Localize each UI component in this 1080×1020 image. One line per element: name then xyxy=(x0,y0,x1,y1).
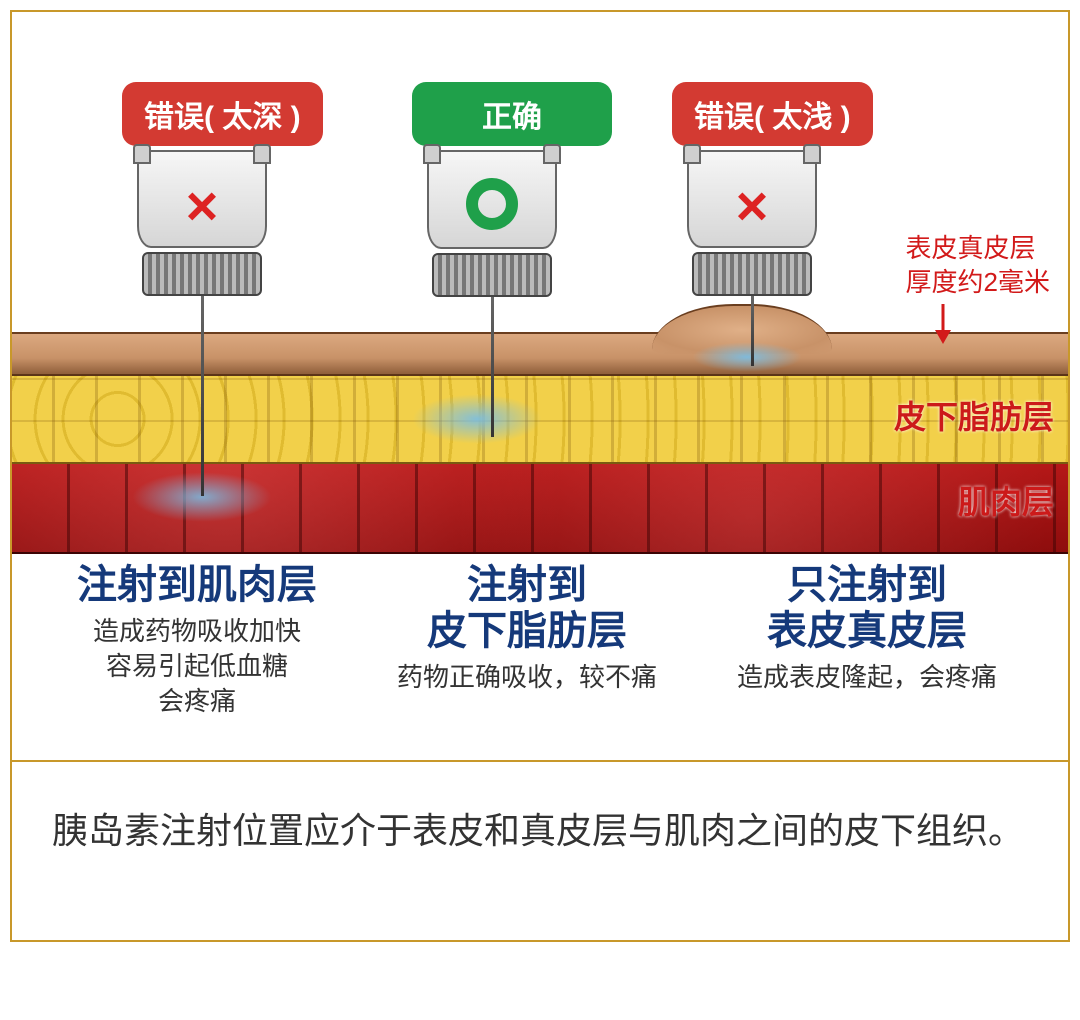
needle-correct: 正确 xyxy=(412,82,572,437)
label-muscle: 肌肉层 xyxy=(958,477,1054,523)
caption-title: 注射到皮下脂肪层 xyxy=(362,562,692,654)
needle-cap: × xyxy=(687,150,817,248)
needle-too-shallow: 错误( 太浅 ) × xyxy=(672,82,832,366)
needle-stem xyxy=(201,296,204,496)
circle-icon xyxy=(466,178,518,230)
needle-cap: × xyxy=(137,150,267,248)
caption-title: 只注射到表皮真皮层 xyxy=(702,562,1032,654)
cross-icon: × xyxy=(139,178,265,234)
dermis-thickness-note: 表皮真皮层 厚度约2毫米 xyxy=(906,232,1050,300)
caption-correct: 注射到皮下脂肪层 药物正确吸收，较不痛 xyxy=(362,562,692,695)
caption-too-deep: 注射到肌肉层 造成药物吸收加快容易引起低血糖会疼痛 xyxy=(32,562,362,719)
needle-stem xyxy=(751,296,754,366)
pill-too-deep: 错误( 太深 ) xyxy=(122,82,323,146)
caption-too-shallow: 只注射到表皮真皮层 造成表皮隆起，会疼痛 xyxy=(702,562,1032,695)
pill-too-shallow: 错误( 太浅 ) xyxy=(672,82,873,146)
diagram-panel: 皮下脂肪层 肌肉层 表皮真皮层 厚度约2毫米 错误( 太深 ) × 正确 xyxy=(12,12,1068,762)
arrow-down-icon xyxy=(928,304,958,344)
summary-text: 胰岛素注射位置应介于表皮和真皮层与肌肉之间的皮下组织。 xyxy=(52,802,1028,860)
caption-desc: 药物正确吸收，较不痛 xyxy=(362,660,692,695)
dermis-note-line2: 厚度约2毫米 xyxy=(906,267,1050,297)
caption-desc: 造成药物吸收加快容易引起低血糖会疼痛 xyxy=(32,614,362,719)
cross-icon: × xyxy=(689,178,815,234)
pill-correct: 正确 xyxy=(412,82,612,146)
needle-hub xyxy=(692,252,812,296)
needle-hub xyxy=(142,252,262,296)
summary-panel: 胰岛素注射位置应介于表皮和真皮层与肌肉之间的皮下组织。 xyxy=(12,762,1068,940)
needle-cap xyxy=(427,150,557,249)
needle-stem xyxy=(491,297,494,437)
needle-too-deep: 错误( 太深 ) × xyxy=(122,82,282,496)
needle-hub xyxy=(432,253,552,297)
caption-title: 注射到肌肉层 xyxy=(32,562,362,608)
caption-desc: 造成表皮隆起，会疼痛 xyxy=(702,660,1032,695)
label-fat: 皮下脂肪层 xyxy=(894,392,1054,438)
infographic-frame: 皮下脂肪层 肌肉层 表皮真皮层 厚度约2毫米 错误( 太深 ) × 正确 xyxy=(10,10,1070,942)
dermis-note-line1: 表皮真皮层 xyxy=(906,233,1036,263)
